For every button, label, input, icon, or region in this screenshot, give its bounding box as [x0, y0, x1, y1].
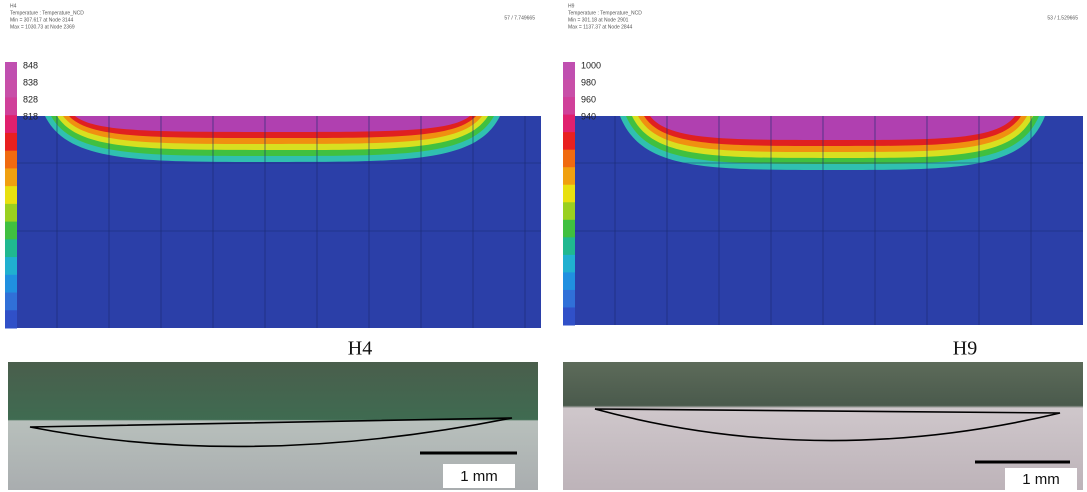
scale-box [443, 464, 515, 488]
colorbar-segment [5, 62, 17, 81]
colorbar-segment [5, 132, 17, 152]
panel-caption: H9 [953, 338, 977, 360]
colorbar-segment [563, 79, 575, 98]
colorbar-segment [563, 97, 575, 116]
weld-outline [594, 408, 1061, 442]
colorbar-segment [563, 202, 575, 221]
header-text: Min = 301.18 at Node 2901 [568, 17, 629, 23]
header-text: H4 [10, 3, 17, 9]
scale-label: 1 mm [460, 468, 498, 485]
header-text: Max = 1030.73 at Node 2369 [10, 24, 75, 30]
legend-label: 940 [581, 111, 596, 121]
legend-label: 838 [23, 77, 38, 87]
legend-label: 818 [23, 111, 38, 121]
colorbar-segment [563, 114, 575, 133]
colorbar-segment [5, 168, 17, 187]
header-text: Min = 307.617 at Node 3144 [10, 17, 73, 23]
colorbar-segment [5, 203, 17, 223]
colorbar-segment [5, 274, 17, 294]
colorbar-segment [5, 115, 17, 134]
legend-label: 828 [23, 94, 38, 104]
header-text: Temperature : Temperature_NCD [10, 10, 84, 16]
weld-outline [29, 417, 513, 448]
colorbar-segment [5, 97, 17, 116]
header-text: H9 [568, 3, 575, 9]
colorbar-segment [563, 62, 575, 81]
header-text: Max = 1137.37 at Node 2844 [568, 24, 632, 30]
colorbar-segment [5, 150, 17, 169]
legend-label: 960 [581, 94, 596, 104]
colorbar-segment [563, 254, 575, 273]
melt-zone [75, 116, 470, 132]
legend-label: 848 [23, 60, 38, 70]
colorbar-segment [563, 167, 575, 186]
colorbar-segment [563, 219, 575, 238]
colorbar-segment [563, 307, 575, 326]
legend-label: 980 [581, 77, 596, 87]
colorbar-segment [5, 292, 17, 311]
colorbar-segment [563, 237, 575, 256]
colorbar-segment [563, 289, 575, 308]
panel-caption: H4 [348, 338, 372, 360]
colorbar-segment [5, 310, 17, 329]
step-label: 57 / 7.749665 [504, 15, 535, 21]
header-text: Temperature : Temperature_NCD [568, 10, 642, 16]
legend-label: 1000 [581, 60, 601, 70]
scale-label: 1 mm [1022, 471, 1060, 488]
colorbar-segment [563, 272, 575, 291]
colorbar-segment [563, 132, 575, 151]
scale-box [1005, 468, 1077, 490]
step-label: 53 / 1.529665 [1047, 15, 1078, 21]
melt-zone [650, 116, 1015, 140]
colorbar-segment [563, 149, 575, 168]
colorbar-segment [5, 221, 17, 240]
colorbar-segment [5, 186, 17, 205]
colorbar-segment [5, 239, 17, 258]
colorbar-segment [5, 257, 17, 276]
colorbar-segment [563, 184, 575, 203]
colorbar-segment [5, 79, 17, 98]
